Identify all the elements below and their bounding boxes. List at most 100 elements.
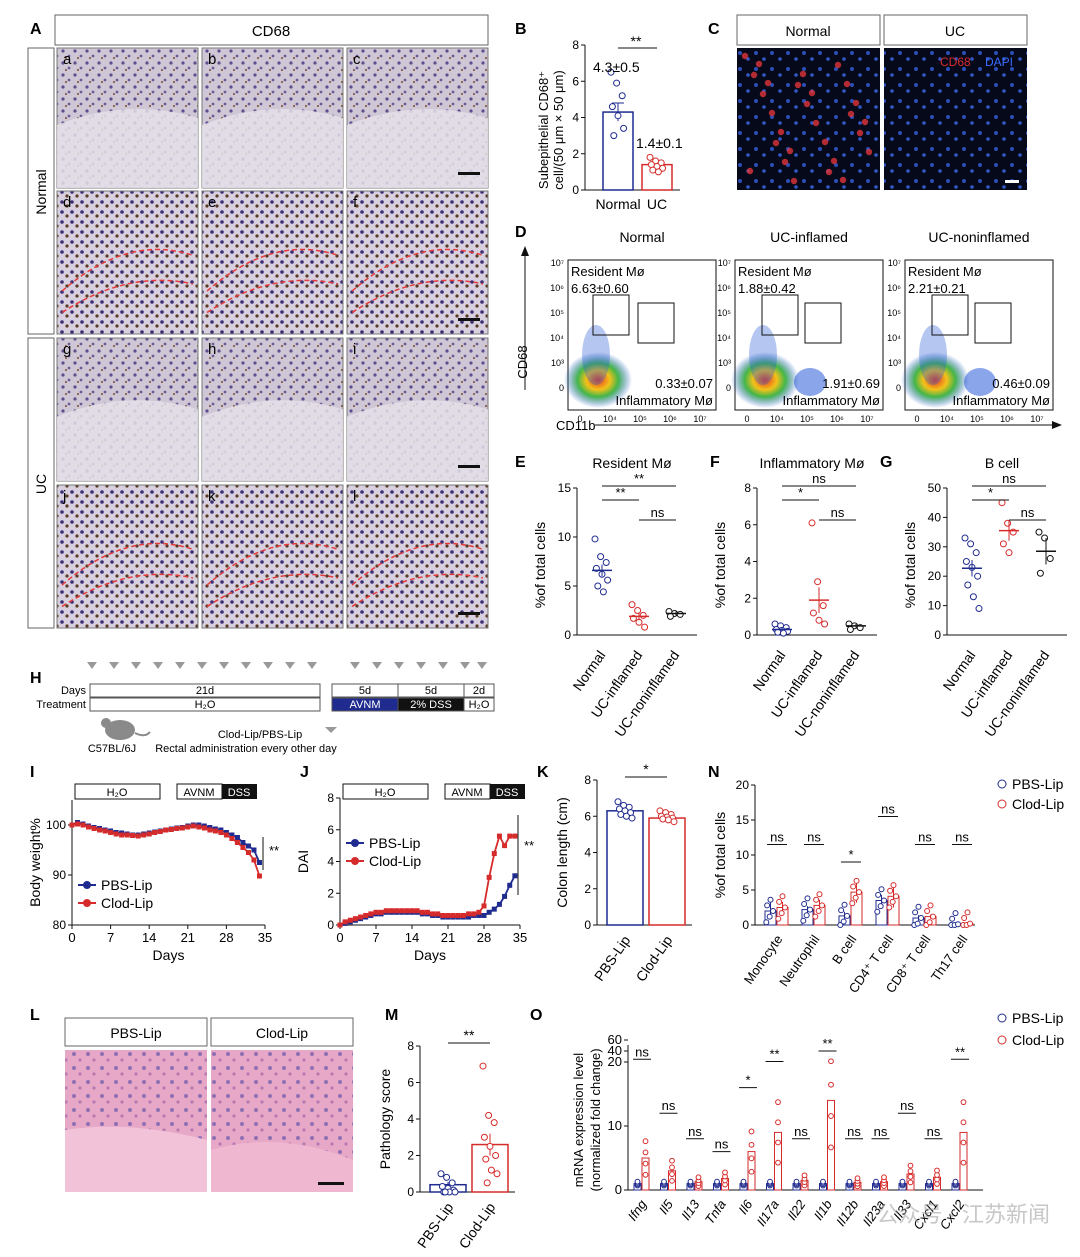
row-label-box-normal: [27, 47, 55, 335]
h-note-arrow: [325, 727, 337, 733]
data-point: [998, 499, 1006, 507]
x-tick-label: 35: [258, 930, 272, 945]
series-marker: [196, 824, 202, 830]
series-marker: [135, 833, 141, 839]
data-point: [490, 1119, 498, 1127]
y-tick-label: 0: [407, 1185, 414, 1199]
y-tick-label: 80: [53, 918, 67, 932]
sig-label: ns: [807, 830, 821, 845]
sig-label: ns: [881, 802, 895, 817]
panel-E: E Resident Mø %of total cells 0 5 10 15 Normal…: [515, 454, 697, 740]
data-point: [915, 903, 922, 910]
tile-letter: g: [63, 341, 71, 358]
series-marker: [251, 847, 257, 853]
series-marker: [512, 873, 518, 879]
data-point: [669, 1177, 675, 1184]
flow-xtick: 10⁴: [940, 414, 954, 424]
data-point: [819, 902, 826, 909]
flow-ytick: 0: [726, 383, 731, 393]
y-tick-label: 6: [744, 518, 751, 532]
flow-density: [731, 352, 799, 408]
ihc-tile: [56, 190, 199, 335]
chart-I: H₂O AVNM DSS 80 90 100 0 7 14 21 28 35 Days Body weig…: [27, 783, 279, 963]
series-marker: [481, 912, 487, 918]
y-tick-label: 0: [742, 918, 749, 932]
legend-label: PBS-Lip: [1012, 776, 1064, 792]
cd68-positive-cell: [755, 60, 763, 68]
data-point: [852, 894, 859, 901]
data-point: [873, 1178, 879, 1185]
flow-density-upper: [582, 325, 610, 385]
data-point: [479, 1062, 487, 1070]
sig-label: **: [769, 1046, 779, 1061]
category-label: Normal: [569, 648, 608, 694]
ihc-tile: [346, 190, 489, 335]
series-marker: [352, 916, 358, 922]
data-point: [775, 1119, 781, 1126]
series-marker: [491, 851, 497, 857]
flow-ytick: 10⁵: [717, 308, 731, 318]
data-point: [960, 1159, 967, 1166]
series-marker: [358, 914, 364, 920]
chart-G: B cell%of total cells01020304050NormalUC…: [902, 455, 1067, 740]
mouse-strain: C57BL/6J: [88, 743, 136, 755]
sig-label: **: [464, 1027, 475, 1043]
panel-C-col1: Normal: [785, 23, 830, 39]
ihc-dashed-outline: [61, 573, 194, 608]
tile-letter: d: [63, 194, 71, 211]
gate-value-resident: 6.63±0.60: [571, 281, 629, 296]
panel-B-label-uc: 1.4±0.1: [636, 135, 683, 151]
data-point: [820, 1178, 826, 1185]
data-point: [594, 582, 602, 590]
category-label: Normal: [749, 648, 788, 694]
y-tick-label: 2: [407, 1149, 414, 1163]
series-marker: [502, 843, 508, 849]
sig-label: ns: [770, 830, 784, 845]
data-point: [666, 612, 674, 620]
y-tick-label: 10: [928, 599, 942, 613]
y-axis-label: %of total cells: [532, 522, 548, 608]
panel-letter-B: B: [515, 21, 527, 38]
data-point: [927, 902, 934, 909]
data-point: [801, 1172, 808, 1179]
panel-letter-A: A: [30, 21, 42, 38]
ihc-tile: [201, 484, 344, 629]
cd68-positive-cell: [812, 119, 820, 127]
chart-B: 0 2 4 6 8 Normal UC: [572, 38, 680, 212]
series-marker: [80, 822, 86, 828]
data-point: [480, 1133, 488, 1141]
ihc-dashed-outline: [351, 279, 484, 314]
data-point: [1041, 534, 1049, 542]
panel-C-col2: UC: [945, 23, 965, 39]
ihc-tile: [201, 190, 344, 335]
x-tick-label: 0: [336, 930, 343, 945]
x-tick-label: 7: [107, 930, 114, 945]
series-marker: [256, 873, 262, 879]
legend-label: Clod-Lip: [1012, 796, 1064, 812]
tile-letter: c: [353, 51, 361, 68]
series-marker: [174, 826, 180, 831]
panel-letter-E: E: [515, 454, 526, 471]
series-marker: [113, 831, 119, 837]
flow-xtick: 10⁵: [633, 414, 647, 424]
y-tick-label: 8: [407, 1039, 414, 1053]
x-tick-label: 28: [219, 930, 233, 945]
data-point: [807, 906, 814, 913]
data-point: [654, 168, 662, 176]
data-point: [661, 1178, 667, 1185]
data-point: [748, 1141, 755, 1148]
data-point: [801, 901, 808, 907]
y-tick-label: 0: [564, 628, 571, 642]
x-tick-label: 21: [441, 930, 455, 945]
data-point: [874, 908, 881, 915]
cd68-positive-cell: [768, 109, 776, 117]
if-cd68-spots: [741, 52, 873, 185]
data-point: [819, 602, 827, 610]
panel-letter-G: G: [880, 454, 892, 471]
cd68-positive-cell: [808, 89, 816, 97]
h-note-2: Rectal administration every other day: [155, 743, 337, 755]
cd68-positive-cell: [786, 147, 794, 155]
chart-F: Inflammatory Mø %of total cells 0 2 4 6 8 Norma…: [712, 455, 877, 740]
ihc-dashed-outline: [351, 542, 484, 586]
